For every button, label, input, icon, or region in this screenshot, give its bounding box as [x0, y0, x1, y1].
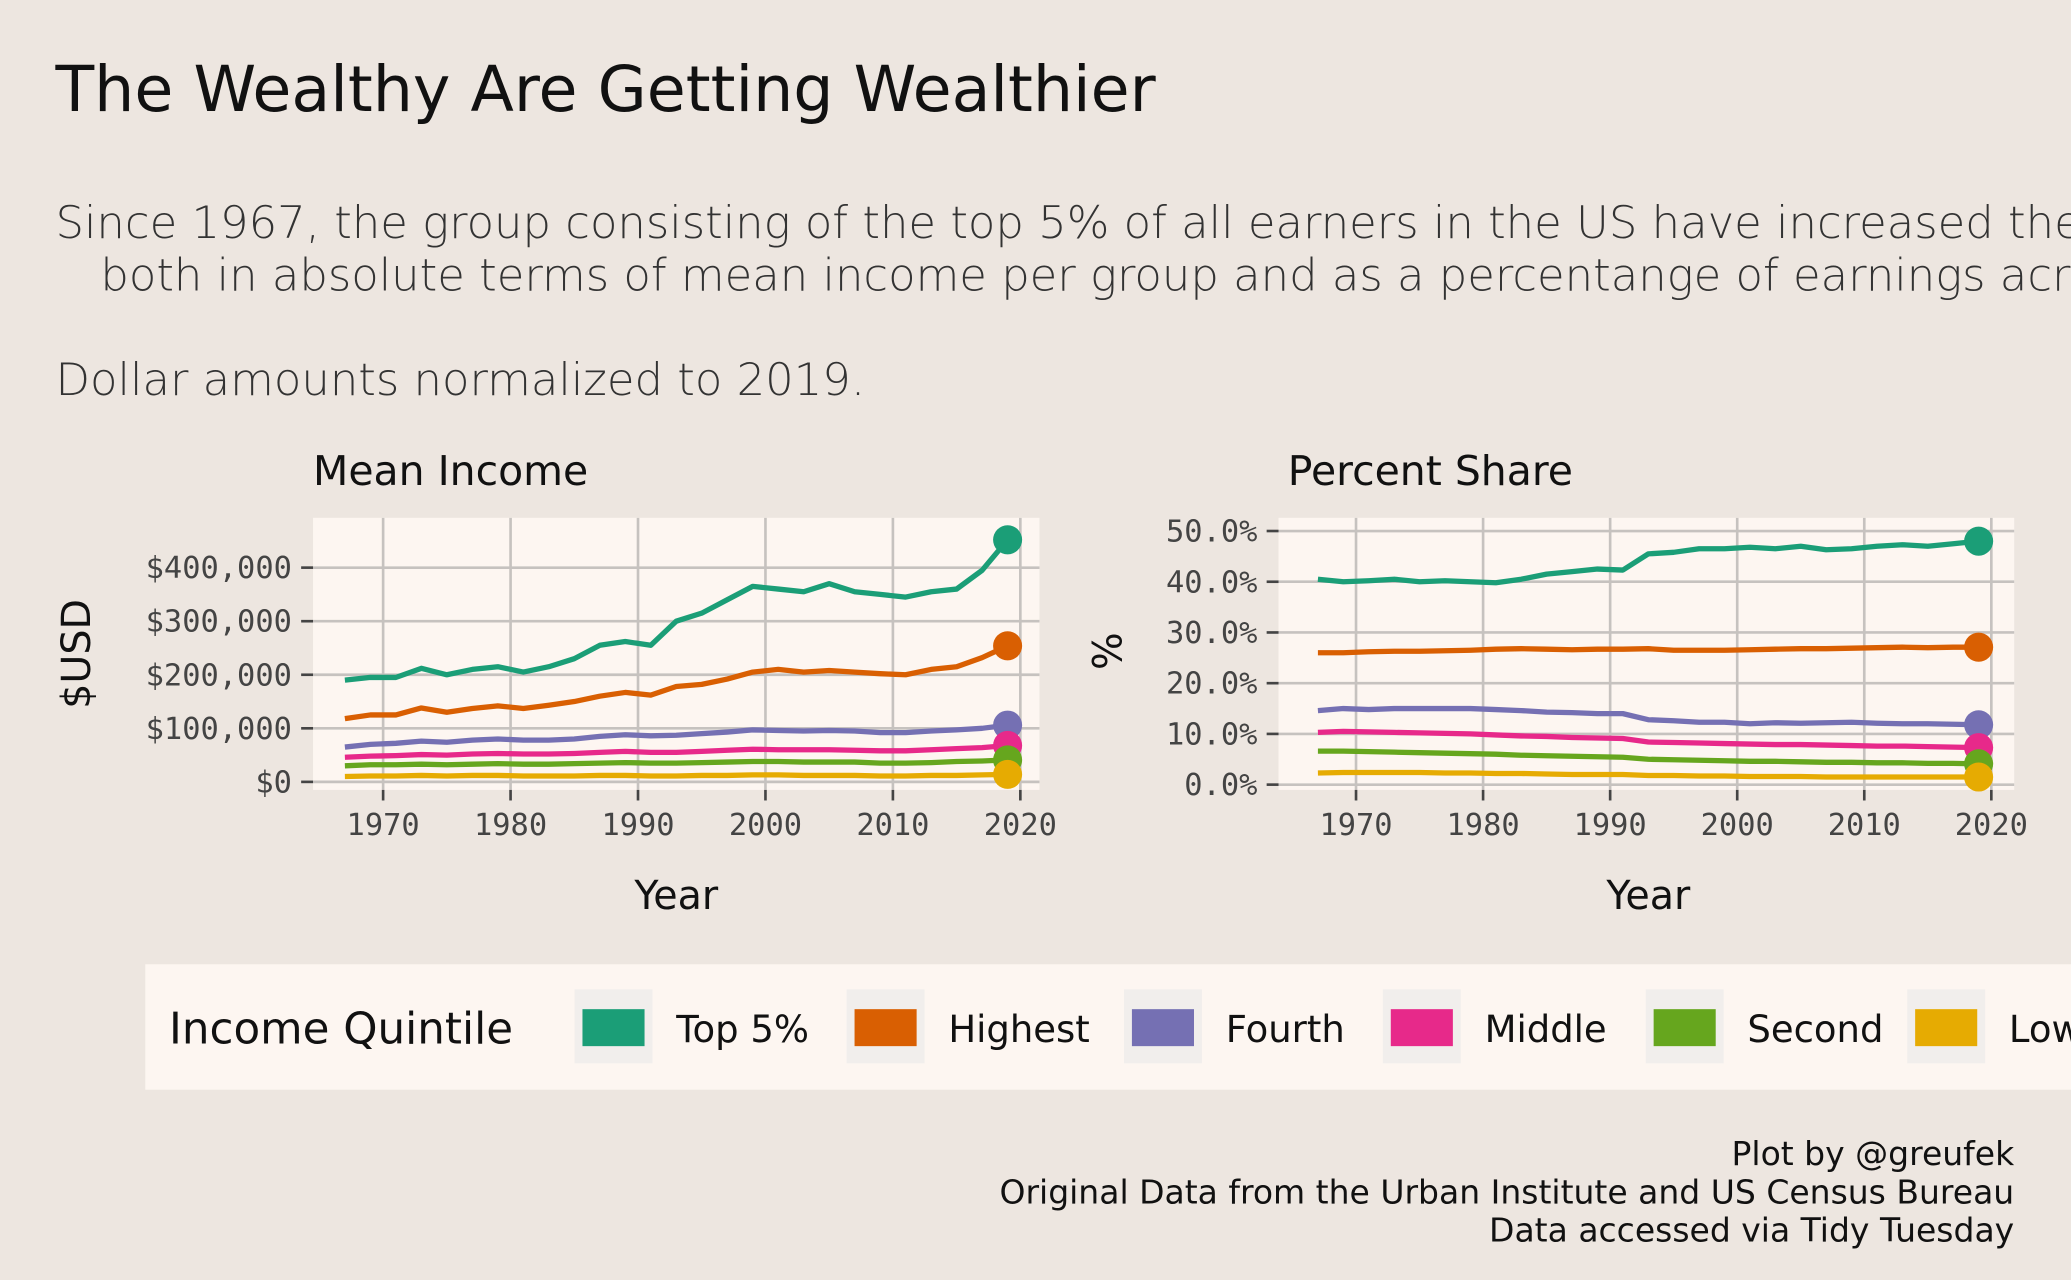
series-line: [344, 771, 1008, 780]
series-line: [1317, 705, 1979, 728]
x-tick-label: 2000: [729, 808, 802, 843]
note: Dollar amounts normalized to 2019.: [55, 353, 865, 406]
legend-label: Top 5%: [675, 1008, 809, 1051]
subtitle-line: Since 1967, the group consisting of the …: [55, 196, 2071, 249]
y-tick-label: 20.0%: [1166, 667, 1257, 702]
series-line: [344, 742, 1008, 760]
x-tick-label: 2020: [1955, 808, 2028, 843]
x-tick-label: 1990: [601, 808, 674, 843]
series-line: [344, 643, 1009, 722]
end-dot: [993, 525, 1023, 555]
x-axis-label: Year: [633, 873, 719, 919]
end-dot: [1964, 526, 1994, 556]
legend-key: [1653, 1009, 1716, 1047]
y-tick-label: $300,000: [146, 605, 292, 640]
end-dot: [993, 631, 1023, 661]
legend-key: [1390, 1009, 1453, 1047]
y-tick-label: 10.0%: [1166, 717, 1257, 752]
series-line: [1317, 728, 1979, 751]
x-tick-label: 2010: [856, 808, 929, 843]
x-tick-label: 2000: [1701, 808, 1774, 843]
series-line: [344, 722, 1008, 750]
y-tick-label: 0.0%: [1184, 768, 1257, 803]
end-dot: [1964, 710, 1994, 740]
legend-box: [145, 964, 2071, 1090]
x-tick-label: 1970: [347, 808, 420, 843]
y-axis-label: %: [1085, 632, 1131, 670]
caption-line: Plot by @greufek: [1732, 1134, 2016, 1173]
series-line: [344, 538, 1010, 683]
y-tick-label: 30.0%: [1166, 616, 1257, 651]
y-tick-label: $100,000: [146, 712, 292, 747]
x-tick-label: 1990: [1574, 808, 1647, 843]
end-dot: [1964, 762, 1994, 792]
end-dot: [993, 710, 1023, 740]
x-tick-label: 2020: [984, 808, 1057, 843]
panel-title: Mean Income: [313, 447, 588, 495]
end-dot: [993, 759, 1023, 789]
legend-key: [582, 1009, 645, 1047]
legend-label: Middle: [1485, 1008, 1607, 1051]
x-tick-label: 2010: [1828, 808, 1901, 843]
y-tick-label: 40.0%: [1166, 565, 1257, 600]
caption-line: Original Data from the Urban Institute a…: [999, 1172, 2014, 1211]
series-line: [1317, 538, 1979, 586]
series-line: [1317, 644, 1979, 656]
legend-key: [1915, 1009, 1978, 1047]
x-tick-label: 1970: [1319, 808, 1392, 843]
y-tick-label: $200,000: [146, 658, 292, 693]
y-axis-label: $USD: [54, 599, 100, 709]
y-tick-label: 50.0%: [1166, 515, 1257, 550]
end-dot: [1964, 632, 1994, 662]
series-line: [1317, 748, 1979, 767]
title: The Wealthy Are Getting Wealthier: [54, 52, 1156, 126]
series-line: [344, 757, 1008, 769]
legend-title: Income Quintile: [169, 1005, 513, 1055]
x-tick-label: 1980: [1447, 808, 1520, 843]
series-line: [1317, 769, 1979, 780]
plot-panel: [313, 517, 1040, 790]
x-axis-label: Year: [1605, 873, 1691, 919]
legend-label: Fourth: [1226, 1008, 1345, 1051]
legend-key: [1131, 1009, 1194, 1047]
legend-label: Highest: [948, 1008, 1089, 1051]
subtitle-line: both in absolute terms of mean income pe…: [100, 249, 2071, 302]
panel-title: Percent Share: [1288, 447, 1573, 495]
x-tick-label: 1980: [474, 808, 547, 843]
caption-line: Data accessed via Tidy Tuesday: [1489, 1211, 2014, 1250]
legend-key: [854, 1009, 917, 1047]
y-tick-label: $0: [255, 765, 292, 800]
legend-label: Second: [1747, 1008, 1883, 1051]
y-tick-label: $400,000: [146, 551, 292, 586]
legend-label: Lowest: [2009, 1008, 2071, 1051]
